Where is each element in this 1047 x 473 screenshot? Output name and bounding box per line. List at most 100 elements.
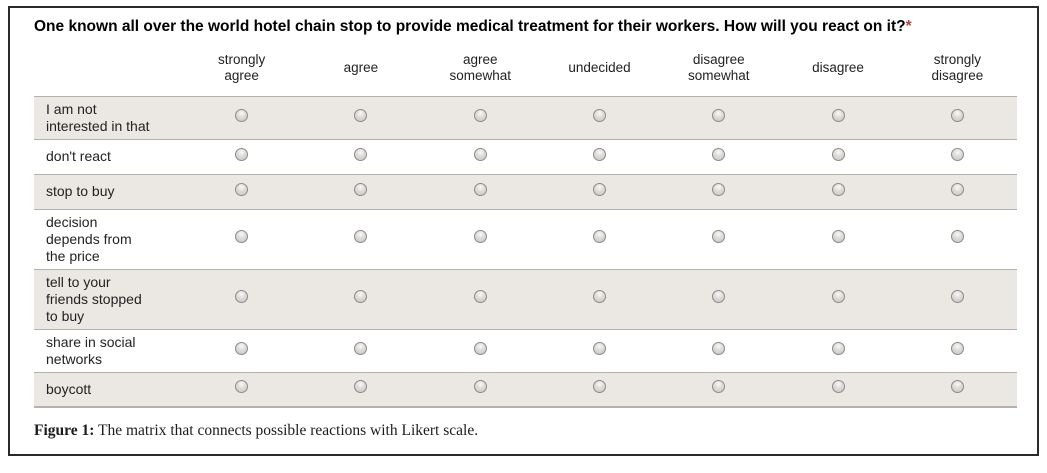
option-cell <box>898 96 1017 139</box>
radio-4-5[interactable] <box>831 290 845 303</box>
radio-0-3[interactable] <box>592 108 606 122</box>
table-row: decision depends from the price <box>34 209 1017 269</box>
radio-3-0[interactable] <box>235 230 249 243</box>
matrix-header: strongly agree agree agree somewhat undecid… <box>34 48 1017 96</box>
radio-5-4[interactable] <box>712 341 726 355</box>
row-label: share in social networks <box>46 333 136 367</box>
column-header-0: strongly agree <box>218 51 266 83</box>
radio-4-6[interactable] <box>950 290 964 303</box>
radio-2-0[interactable] <box>235 182 249 196</box>
column-header-6: strongly disagree <box>931 51 984 83</box>
radio-3-4[interactable] <box>712 230 726 243</box>
radio-2-5[interactable] <box>831 182 845 196</box>
radio-5-2[interactable] <box>473 341 487 355</box>
radio-6-3[interactable] <box>592 380 606 394</box>
column-header-1: agree <box>343 59 379 75</box>
option-cell <box>898 139 1017 174</box>
radio-0-2[interactable] <box>473 108 487 122</box>
row-label: decision depends from the price <box>46 213 132 264</box>
radio-6-6[interactable] <box>950 380 964 394</box>
option-cell <box>898 329 1017 372</box>
figure-caption: Figure 1: The matrix that connects possi… <box>34 421 1013 440</box>
radio-1-4[interactable] <box>712 147 726 161</box>
radio-4-1[interactable] <box>354 290 368 303</box>
radio-1-2[interactable] <box>473 147 487 161</box>
radio-5-6[interactable] <box>950 341 964 355</box>
radio-4-4[interactable] <box>712 290 726 303</box>
radio-6-2[interactable] <box>473 380 487 394</box>
radio-1-3[interactable] <box>592 147 606 161</box>
radio-1-6[interactable] <box>950 147 964 161</box>
option-cell <box>540 209 659 269</box>
option-cell <box>778 372 897 407</box>
radio-5-3[interactable] <box>592 341 606 355</box>
option-cell <box>182 174 301 209</box>
radio-2-6[interactable] <box>950 182 964 196</box>
radio-0-0[interactable] <box>235 108 249 122</box>
table-row: tell to your friends stopped to buy <box>34 269 1017 329</box>
option-cell <box>421 139 540 174</box>
option-cell <box>778 174 897 209</box>
radio-1-5[interactable] <box>831 147 845 161</box>
option-cell <box>301 139 420 174</box>
radio-2-4[interactable] <box>712 182 726 196</box>
radio-5-1[interactable] <box>354 341 368 355</box>
radio-1-1[interactable] <box>354 147 368 161</box>
radio-0-1[interactable] <box>354 108 368 122</box>
radio-3-1[interactable] <box>354 230 368 243</box>
radio-6-1[interactable] <box>354 380 368 394</box>
required-asterisk: * <box>905 18 912 35</box>
corner-cell <box>34 48 182 96</box>
option-cell <box>182 269 301 329</box>
radio-5-5[interactable] <box>831 341 845 355</box>
option-cell <box>301 174 420 209</box>
radio-4-0[interactable] <box>235 290 249 303</box>
radio-0-5[interactable] <box>831 108 845 122</box>
option-cell <box>659 174 778 209</box>
column-header-4: disagree somewhat <box>688 51 750 83</box>
option-cell <box>421 96 540 139</box>
radio-2-1[interactable] <box>354 182 368 196</box>
radio-3-5[interactable] <box>831 230 845 243</box>
row-label: tell to your friends stopped to buy <box>46 273 142 324</box>
radio-0-6[interactable] <box>950 108 964 122</box>
option-cell <box>301 329 420 372</box>
question-title: One known all over the world hotel chain… <box>34 17 1013 36</box>
radio-6-0[interactable] <box>235 380 249 394</box>
radio-5-0[interactable] <box>235 341 249 355</box>
option-cell <box>421 209 540 269</box>
option-cell <box>898 372 1017 407</box>
radio-3-6[interactable] <box>950 230 964 243</box>
option-cell <box>540 139 659 174</box>
option-cell <box>540 96 659 139</box>
option-cell <box>301 372 420 407</box>
option-cell <box>659 329 778 372</box>
radio-4-2[interactable] <box>473 290 487 303</box>
figure-box: One known all over the world hotel chain… <box>8 6 1039 456</box>
radio-6-4[interactable] <box>712 380 726 394</box>
radio-4-3[interactable] <box>592 290 606 303</box>
radio-0-4[interactable] <box>712 108 726 122</box>
option-cell <box>540 269 659 329</box>
option-cell <box>301 96 420 139</box>
option-cell <box>301 209 420 269</box>
table-row: boycott <box>34 372 1017 407</box>
row-label: stop to buy <box>46 183 115 199</box>
option-cell <box>659 209 778 269</box>
caption-text: The matrix that connects possible reacti… <box>94 422 479 439</box>
table-row: share in social networks <box>34 329 1017 372</box>
radio-1-0[interactable] <box>235 147 249 161</box>
option-cell <box>421 372 540 407</box>
row-label: boycott <box>46 380 92 397</box>
radio-3-3[interactable] <box>592 230 606 243</box>
row-label: I am not interested in that <box>46 100 150 134</box>
radio-3-2[interactable] <box>473 230 487 243</box>
radio-2-3[interactable] <box>592 182 606 196</box>
radio-6-5[interactable] <box>831 380 845 394</box>
option-cell <box>898 174 1017 209</box>
option-cell <box>540 329 659 372</box>
option-cell <box>182 209 301 269</box>
option-cell <box>659 269 778 329</box>
radio-2-2[interactable] <box>473 182 487 196</box>
option-cell <box>301 269 420 329</box>
